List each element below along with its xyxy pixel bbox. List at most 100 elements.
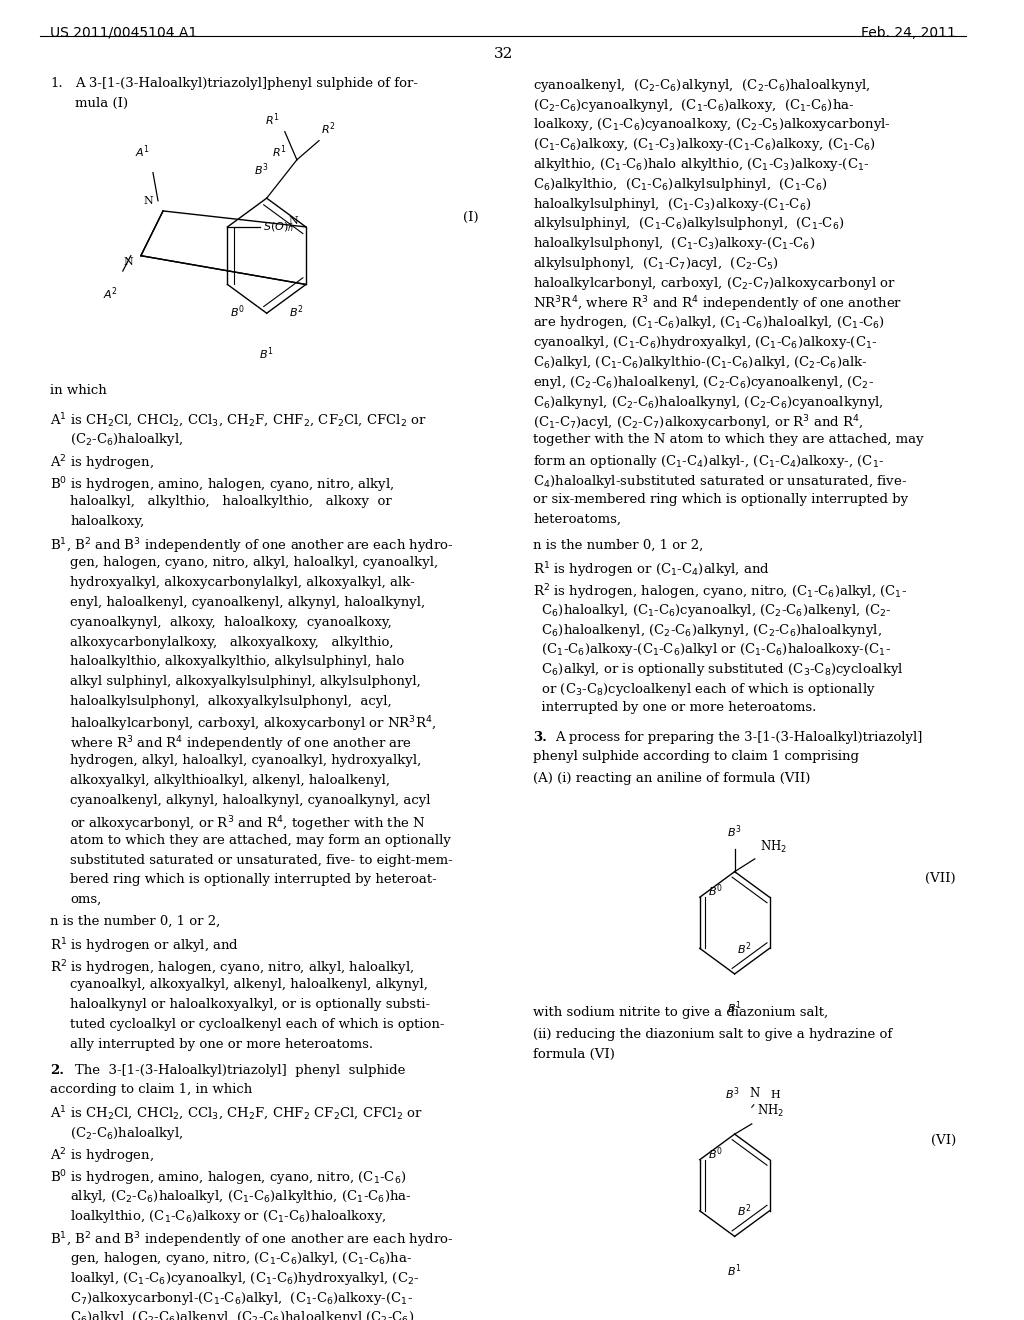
Text: N: N: [143, 195, 153, 206]
Text: alkyl, (C$_2$-C$_6$)haloalkyl, (C$_1$-C$_6$)alkylthio, (C$_1$-C$_6$)ha-: alkyl, (C$_2$-C$_6$)haloalkyl, (C$_1$-C$…: [71, 1188, 412, 1205]
Text: C$_6$)alkyl, (C$_2$-C$_6$)alkenyl, (C$_2$-C$_6$)haloalkenyl (C$_2$-C$_6$): C$_6$)alkyl, (C$_2$-C$_6$)alkenyl, (C$_2…: [71, 1309, 415, 1320]
Text: haloalkylcarbonyl, carboxyl, (C$_2$-C$_7$)alkoxycarbonyl or: haloalkylcarbonyl, carboxyl, (C$_2$-C$_7…: [534, 275, 896, 292]
Text: (C$_2$-C$_6$)cyanoalkynyl,  (C$_1$-C$_6$)alkoxy,  (C$_1$-C$_6$)ha-: (C$_2$-C$_6$)cyanoalkynyl, (C$_1$-C$_6$)…: [534, 96, 855, 114]
Text: The  3-[1-(3-Haloalkyl)triazolyl]  phenyl  sulphide: The 3-[1-(3-Haloalkyl)triazolyl] phenyl …: [76, 1064, 406, 1077]
Text: (C$_1$-C$_7$)acyl, (C$_2$-C$_7$)alkoxycarbonyl, or R$^3$ and R$^4$,: (C$_1$-C$_7$)acyl, (C$_2$-C$_7$)alkoxyca…: [534, 413, 864, 433]
Text: NH$_2$: NH$_2$: [757, 1102, 784, 1119]
Text: R$^1$ is hydrogen or (C$_1$-C$_4$)alkyl, and: R$^1$ is hydrogen or (C$_1$-C$_4$)alkyl,…: [534, 560, 770, 579]
Text: or six-membered ring which is optionally interrupted by: or six-membered ring which is optionally…: [534, 492, 908, 506]
Text: $S(O)_n$: $S(O)_n$: [263, 220, 294, 234]
Text: R$^2$ is hydrogen, halogen, cyano, nitro, (C$_1$-C$_6$)alkyl, (C$_1$-: R$^2$ is hydrogen, halogen, cyano, nitro…: [534, 582, 907, 602]
Text: atom to which they are attached, may form an optionally: atom to which they are attached, may for…: [71, 834, 452, 846]
Text: $B^2$: $B^2$: [737, 940, 752, 957]
Text: ally interrupted by one or more heteroatoms.: ally interrupted by one or more heteroat…: [71, 1038, 374, 1051]
Text: haloalkynyl or haloalkoxyalkyl, or is optionally substi-: haloalkynyl or haloalkoxyalkyl, or is op…: [71, 998, 430, 1011]
Text: R$^2$ is hydrogen, halogen, cyano, nitro, alkyl, haloalkyl,: R$^2$ is hydrogen, halogen, cyano, nitro…: [50, 958, 415, 978]
Text: are hydrogen, (C$_1$-C$_6$)alkyl, (C$_1$-C$_6$)haloalkyl, (C$_1$-C$_6$): are hydrogen, (C$_1$-C$_6$)alkyl, (C$_1$…: [534, 314, 886, 331]
Text: $A^2$: $A^2$: [103, 285, 118, 302]
Text: hydroxyalkyl, alkoxycarbonylalkyl, alkoxyalkyl, alk-: hydroxyalkyl, alkoxycarbonylalkyl, alkox…: [71, 576, 415, 589]
Text: cyanoalkynyl,  alkoxy,  haloalkoxy,  cyanoalkoxy,: cyanoalkynyl, alkoxy, haloalkoxy, cyanoa…: [71, 615, 392, 628]
Text: cyanoalkenyl, alkynyl, haloalkynyl, cyanoalkynyl, acyl: cyanoalkenyl, alkynyl, haloalkynyl, cyan…: [71, 795, 431, 807]
Text: $B^3$: $B^3$: [727, 824, 742, 840]
Text: in which: in which: [50, 384, 108, 396]
Text: with sodium nitrite to give a diazonium salt,: with sodium nitrite to give a diazonium …: [534, 1006, 828, 1019]
Text: gen, halogen, cyano, nitro, alkyl, haloalkyl, cyanoalkyl,: gen, halogen, cyano, nitro, alkyl, haloa…: [71, 556, 438, 569]
Text: $B^1$: $B^1$: [259, 346, 274, 362]
Text: (VI): (VI): [931, 1134, 956, 1147]
Text: US 2011/0045104 A1: US 2011/0045104 A1: [50, 25, 198, 40]
Text: haloalkylcarbonyl, carboxyl, alkoxycarbonyl or NR$^3$R$^4$,: haloalkylcarbonyl, carboxyl, alkoxycarbo…: [71, 715, 437, 734]
Text: or (C$_3$-C$_8$)cycloalkenyl each of which is optionally: or (C$_3$-C$_8$)cycloalkenyl each of whi…: [534, 681, 876, 698]
Text: $R^1$: $R^1$: [271, 143, 287, 160]
Text: B$^0$ is hydrogen, amino, halogen, cyano, nitro, alkyl,: B$^0$ is hydrogen, amino, halogen, cyano…: [50, 475, 395, 495]
Text: according to claim 1, in which: according to claim 1, in which: [50, 1084, 253, 1097]
Text: haloalkylsulphinyl,  (C$_1$-C$_3$)alkoxy-(C$_1$-C$_6$): haloalkylsulphinyl, (C$_1$-C$_3$)alkoxy-…: [534, 195, 812, 213]
Text: 2.: 2.: [50, 1064, 65, 1077]
Text: C$_6$)alkylthio,  (C$_1$-C$_6$)alkylsulphinyl,  (C$_1$-C$_6$): C$_6$)alkylthio, (C$_1$-C$_6$)alkylsulph…: [534, 176, 827, 193]
Text: mula (I): mula (I): [76, 98, 129, 110]
Text: alkoxyalkyl, alkylthioalkyl, alkenyl, haloalkenyl,: alkoxyalkyl, alkylthioalkyl, alkenyl, ha…: [71, 775, 390, 787]
Text: haloalkylthio, alkoxyalkylthio, alkylsulphinyl, halo: haloalkylthio, alkoxyalkylthio, alkylsul…: [71, 656, 404, 668]
Text: C$_6$)alkyl, (C$_1$-C$_6$)alkylthio-(C$_1$-C$_6$)alkyl, (C$_2$-C$_6$)alk-: C$_6$)alkyl, (C$_1$-C$_6$)alkylthio-(C$_…: [534, 354, 867, 371]
Text: $B^0$: $B^0$: [708, 1144, 723, 1162]
Text: C$_6$)haloalkyl, (C$_1$-C$_6$)cyanoalkyl, (C$_2$-C$_6$)alkenyl, (C$_2$-: C$_6$)haloalkyl, (C$_1$-C$_6$)cyanoalkyl…: [534, 602, 892, 619]
Text: or alkoxycarbonyl, or R$^3$ and R$^4$, together with the N: or alkoxycarbonyl, or R$^3$ and R$^4$, t…: [71, 814, 426, 833]
Text: form an optionally (C$_1$-C$_4$)alkyl-, (C$_1$-C$_4$)alkoxy-, (C$_1$-: form an optionally (C$_1$-C$_4$)alkyl-, …: [534, 453, 885, 470]
Text: n is the number 0, 1 or 2,: n is the number 0, 1 or 2,: [50, 915, 220, 928]
Text: 3.: 3.: [534, 731, 547, 743]
Text: H: H: [771, 1089, 780, 1100]
Text: B$^1$, B$^2$ and B$^3$ independently of one another are each hydro-: B$^1$, B$^2$ and B$^3$ independently of …: [50, 1230, 454, 1250]
Text: haloalkylsulphonyl,  alkoxyalkylsulphonyl,  acyl,: haloalkylsulphonyl, alkoxyalkylsulphonyl…: [71, 696, 392, 708]
Text: alkoxycarbonylalkoxy,   alkoxyalkoxy,   alkylthio,: alkoxycarbonylalkoxy, alkoxyalkoxy, alky…: [71, 636, 394, 648]
Text: substituted saturated or unsaturated, five- to eight-mem-: substituted saturated or unsaturated, fi…: [71, 854, 454, 866]
Text: A$^2$ is hydrogen,: A$^2$ is hydrogen,: [50, 453, 155, 473]
Text: A$^1$ is CH$_2$Cl, CHCl$_2$, CCl$_3$, CH$_2$F, CHF$_2$, CF$_2$Cl, CFCl$_2$ or: A$^1$ is CH$_2$Cl, CHCl$_2$, CCl$_3$, CH…: [50, 412, 427, 430]
Text: loalkyl, (C$_1$-C$_6$)cyanoalkyl, (C$_1$-C$_6$)hydroxyalkyl, (C$_2$-: loalkyl, (C$_1$-C$_6$)cyanoalkyl, (C$_1$…: [71, 1270, 420, 1287]
Text: N: N: [289, 215, 299, 226]
Text: cyanoalkyl, alkoxyalkyl, alkenyl, haloalkenyl, alkynyl,: cyanoalkyl, alkoxyalkyl, alkenyl, haloal…: [71, 978, 428, 991]
Text: enyl, haloalkenyl, cyanoalkenyl, alkynyl, haloalkynyl,: enyl, haloalkenyl, cyanoalkenyl, alkynyl…: [71, 595, 426, 609]
Text: 1.: 1.: [50, 77, 62, 90]
Text: C$_6$)haloalkenyl, (C$_2$-C$_6$)alkynyl, (C$_2$-C$_6$)haloalkynyl,: C$_6$)haloalkenyl, (C$_2$-C$_6$)alkynyl,…: [534, 622, 883, 639]
Text: interrupted by one or more heteroatoms.: interrupted by one or more heteroatoms.: [534, 701, 817, 714]
Text: alkylthio, (C$_1$-C$_6$)halo alkylthio, (C$_1$-C$_3$)alkoxy-(C$_1$-: alkylthio, (C$_1$-C$_6$)halo alkylthio, …: [534, 156, 870, 173]
Text: $R^2$: $R^2$: [322, 120, 336, 137]
Text: C$_6$)alkyl, or is optionally substituted (C$_3$-C$_8$)cycloalkyl: C$_6$)alkyl, or is optionally substitute…: [534, 661, 904, 678]
Text: where R$^3$ and R$^4$ independently of one another are: where R$^3$ and R$^4$ independently of o…: [71, 735, 413, 754]
Text: $A^1$: $A^1$: [135, 143, 151, 160]
Text: A 3-[1-(3-Haloalkyl)triazolyl]phenyl sulphide of for-: A 3-[1-(3-Haloalkyl)triazolyl]phenyl sul…: [76, 77, 419, 90]
Text: loalkoxy, (C$_1$-C$_6$)cyanoalkoxy, (C$_2$-C$_5$)alkoxycarbonyl-: loalkoxy, (C$_1$-C$_6$)cyanoalkoxy, (C$_…: [534, 116, 891, 133]
Text: together with the N atom to which they are attached, may: together with the N atom to which they a…: [534, 433, 924, 446]
Text: $B^1$: $B^1$: [727, 1262, 742, 1279]
Text: gen, halogen, cyano, nitro, (C$_1$-C$_6$)alkyl, (C$_1$-C$_6$)ha-: gen, halogen, cyano, nitro, (C$_1$-C$_6$…: [71, 1250, 413, 1267]
Text: C$_7$)alkoxycarbonyl-(C$_1$-C$_6$)alkyl,  (C$_1$-C$_6$)alkoxy-(C$_1$-: C$_7$)alkoxycarbonyl-(C$_1$-C$_6$)alkyl,…: [71, 1290, 414, 1307]
Text: N: N: [124, 257, 134, 267]
Text: B$^1$, B$^2$ and B$^3$ independently of one another are each hydro-: B$^1$, B$^2$ and B$^3$ independently of …: [50, 536, 454, 556]
Text: (A) (i) reacting an aniline of formula (VII): (A) (i) reacting an aniline of formula (…: [534, 772, 811, 785]
Text: formula (VI): formula (VI): [534, 1048, 615, 1060]
Text: $B^0$: $B^0$: [230, 304, 245, 321]
Text: $R^1$: $R^1$: [265, 111, 280, 128]
Text: (C$_1$-C$_6$)alkoxy, (C$_1$-C$_3$)alkoxy-(C$_1$-C$_6$)alkoxy, (C$_1$-C$_6$): (C$_1$-C$_6$)alkoxy, (C$_1$-C$_3$)alkoxy…: [534, 136, 877, 153]
Text: cyanoalkyl, (C$_1$-C$_6$)hydroxyalkyl, (C$_1$-C$_6$)alkoxy-(C$_1$-: cyanoalkyl, (C$_1$-C$_6$)hydroxyalkyl, (…: [534, 334, 878, 351]
Text: (I): (I): [463, 211, 478, 224]
Text: A process for preparing the 3-[1-(3-Haloalkyl)triazolyl]: A process for preparing the 3-[1-(3-Halo…: [555, 731, 923, 743]
Text: loalkylthio, (C$_1$-C$_6$)alkoxy or (C$_1$-C$_6$)haloalkoxy,: loalkylthio, (C$_1$-C$_6$)alkoxy or (C$_…: [71, 1208, 387, 1225]
Text: phenyl sulphide according to claim 1 comprising: phenyl sulphide according to claim 1 com…: [534, 751, 859, 763]
Text: alkylsulphinyl,  (C$_1$-C$_6$)alkylsulphonyl,  (C$_1$-C$_6$): alkylsulphinyl, (C$_1$-C$_6$)alkylsulpho…: [534, 215, 845, 232]
Text: 32: 32: [494, 48, 513, 61]
Text: (C$_2$-C$_6$)haloalkyl,: (C$_2$-C$_6$)haloalkyl,: [71, 1125, 183, 1142]
Text: C$_4$)haloalkyl-substituted saturated or unsaturated, five-: C$_4$)haloalkyl-substituted saturated or…: [534, 473, 907, 490]
Text: $B^2$: $B^2$: [737, 1203, 752, 1220]
Text: $B^3$: $B^3$: [254, 161, 269, 178]
Text: haloalkyl,   alkylthio,   haloalkylthio,   alkoxy  or: haloalkyl, alkylthio, haloalkylthio, alk…: [71, 495, 392, 508]
Text: alkylsulphonyl,  (C$_1$-C$_7$)acyl,  (C$_2$-C$_5$): alkylsulphonyl, (C$_1$-C$_7$)acyl, (C$_2…: [534, 255, 779, 272]
Text: A$^2$ is hydrogen,: A$^2$ is hydrogen,: [50, 1147, 155, 1167]
Text: (C$_1$-C$_6$)alkoxy-(C$_1$-C$_6$)alkyl or (C$_1$-C$_6$)haloalkoxy-(C$_1$-: (C$_1$-C$_6$)alkoxy-(C$_1$-C$_6$)alkyl o…: [534, 642, 892, 659]
Text: $B^1$: $B^1$: [727, 999, 742, 1016]
Text: $B^0$: $B^0$: [708, 883, 723, 899]
Text: haloalkoxy,: haloalkoxy,: [71, 515, 144, 528]
Text: N: N: [750, 1086, 760, 1100]
Text: (C$_2$-C$_6$)haloalkyl,: (C$_2$-C$_6$)haloalkyl,: [71, 432, 183, 449]
Text: C$_6$)alkynyl, (C$_2$-C$_6$)haloalkynyl, (C$_2$-C$_6$)cyanoalkynyl,: C$_6$)alkynyl, (C$_2$-C$_6$)haloalkynyl,…: [534, 393, 884, 411]
